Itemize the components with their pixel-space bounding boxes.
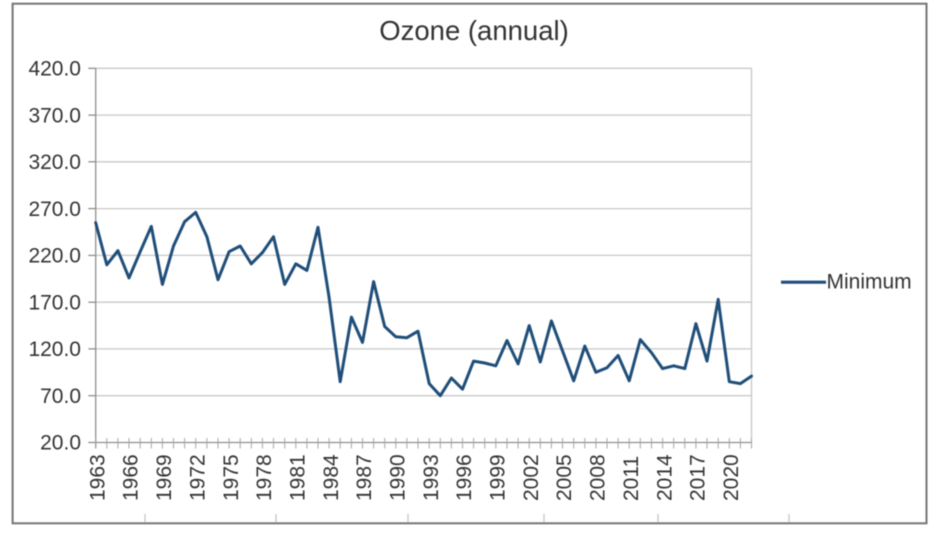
svg-text:2020: 2020	[720, 454, 743, 501]
svg-text:120.0: 120.0	[28, 338, 81, 361]
svg-text:1993: 1993	[420, 454, 443, 501]
svg-text:220.0: 220.0	[28, 245, 81, 268]
svg-text:420.0: 420.0	[28, 58, 81, 81]
svg-text:1966: 1966	[120, 454, 143, 501]
svg-text:1996: 1996	[453, 454, 476, 501]
svg-text:320.0: 320.0	[28, 151, 81, 174]
svg-text:370.0: 370.0	[28, 104, 81, 127]
svg-text:270.0: 270.0	[28, 198, 81, 221]
svg-text:1990: 1990	[387, 454, 410, 501]
svg-text:2011: 2011	[620, 456, 643, 501]
svg-text:1969: 1969	[153, 454, 176, 501]
svg-text:170.0: 170.0	[28, 291, 81, 314]
svg-text:Ozone (annual): Ozone (annual)	[379, 15, 569, 46]
svg-text:1984: 1984	[320, 454, 343, 501]
svg-text:20.0: 20.0	[40, 432, 81, 455]
svg-text:2008: 2008	[587, 454, 610, 501]
svg-text:1987: 1987	[353, 454, 376, 501]
svg-text:2017: 2017	[687, 454, 710, 501]
svg-text:1978: 1978	[253, 454, 276, 501]
svg-text:1981: 1981	[287, 454, 310, 501]
svg-text:1963: 1963	[86, 454, 109, 501]
svg-text:2005: 2005	[553, 454, 576, 501]
svg-text:Minimum: Minimum	[827, 271, 912, 294]
svg-text:1999: 1999	[487, 454, 510, 501]
svg-text:1972: 1972	[186, 454, 209, 501]
svg-text:2002: 2002	[520, 454, 543, 501]
svg-text:1975: 1975	[220, 454, 243, 501]
svg-text:70.0: 70.0	[40, 385, 81, 408]
svg-text:2014: 2014	[653, 454, 676, 501]
